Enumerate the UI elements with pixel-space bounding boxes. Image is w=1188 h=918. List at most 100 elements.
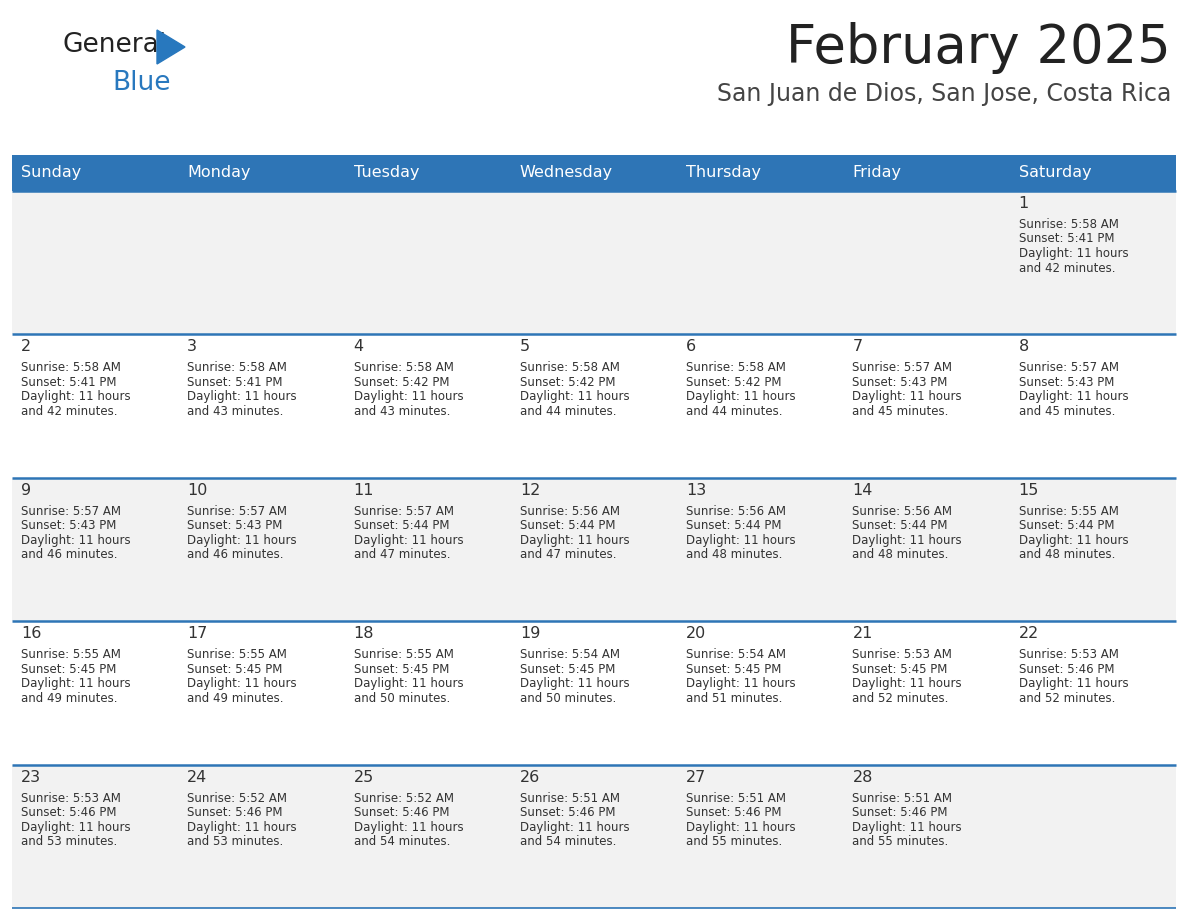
Text: Daylight: 11 hours: Daylight: 11 hours — [520, 677, 630, 690]
Text: Sunrise: 5:55 AM: Sunrise: 5:55 AM — [188, 648, 287, 661]
Text: Sunrise: 5:53 AM: Sunrise: 5:53 AM — [21, 791, 121, 804]
Text: and 51 minutes.: and 51 minutes. — [687, 691, 783, 705]
Text: Daylight: 11 hours: Daylight: 11 hours — [853, 821, 962, 834]
Text: 23: 23 — [21, 769, 42, 785]
Text: Daylight: 11 hours: Daylight: 11 hours — [853, 533, 962, 547]
Text: and 48 minutes.: and 48 minutes. — [853, 548, 949, 561]
Text: and 54 minutes.: and 54 minutes. — [520, 835, 617, 848]
Text: Daylight: 11 hours: Daylight: 11 hours — [520, 821, 630, 834]
Text: 8: 8 — [1019, 340, 1029, 354]
Text: 1: 1 — [1019, 196, 1029, 211]
Text: and 47 minutes.: and 47 minutes. — [354, 548, 450, 561]
Text: Sunday: Sunday — [21, 165, 81, 181]
Text: and 46 minutes.: and 46 minutes. — [21, 548, 118, 561]
Text: Daylight: 11 hours: Daylight: 11 hours — [687, 677, 796, 690]
Text: 17: 17 — [188, 626, 208, 641]
Text: Sunset: 5:46 PM: Sunset: 5:46 PM — [354, 806, 449, 819]
Text: 14: 14 — [853, 483, 873, 498]
Bar — [12, 621, 1176, 765]
Text: 18: 18 — [354, 626, 374, 641]
Text: Sunrise: 5:54 AM: Sunrise: 5:54 AM — [520, 648, 620, 661]
Text: Sunset: 5:42 PM: Sunset: 5:42 PM — [354, 375, 449, 389]
Text: Sunrise: 5:58 AM: Sunrise: 5:58 AM — [21, 362, 121, 375]
Bar — [843, 155, 1010, 191]
Text: Daylight: 11 hours: Daylight: 11 hours — [853, 677, 962, 690]
Text: Sunset: 5:44 PM: Sunset: 5:44 PM — [687, 520, 782, 532]
Text: and 49 minutes.: and 49 minutes. — [188, 691, 284, 705]
Text: Sunrise: 5:57 AM: Sunrise: 5:57 AM — [853, 362, 953, 375]
Text: Sunrise: 5:56 AM: Sunrise: 5:56 AM — [853, 505, 953, 518]
Text: Sunset: 5:46 PM: Sunset: 5:46 PM — [1019, 663, 1114, 676]
Text: and 42 minutes.: and 42 minutes. — [21, 405, 118, 418]
Text: Daylight: 11 hours: Daylight: 11 hours — [1019, 677, 1129, 690]
Text: Sunset: 5:42 PM: Sunset: 5:42 PM — [520, 375, 615, 389]
Text: 11: 11 — [354, 483, 374, 498]
Text: Sunset: 5:45 PM: Sunset: 5:45 PM — [853, 663, 948, 676]
Text: Daylight: 11 hours: Daylight: 11 hours — [188, 533, 297, 547]
Text: Sunrise: 5:51 AM: Sunrise: 5:51 AM — [520, 791, 620, 804]
Text: Sunset: 5:41 PM: Sunset: 5:41 PM — [188, 375, 283, 389]
Text: Sunset: 5:45 PM: Sunset: 5:45 PM — [354, 663, 449, 676]
Text: Daylight: 11 hours: Daylight: 11 hours — [21, 677, 131, 690]
Text: Sunrise: 5:51 AM: Sunrise: 5:51 AM — [853, 791, 953, 804]
Text: and 52 minutes.: and 52 minutes. — [1019, 691, 1116, 705]
Text: and 46 minutes.: and 46 minutes. — [188, 548, 284, 561]
Text: Sunrise: 5:51 AM: Sunrise: 5:51 AM — [687, 791, 786, 804]
Text: Daylight: 11 hours: Daylight: 11 hours — [354, 533, 463, 547]
Text: Sunrise: 5:57 AM: Sunrise: 5:57 AM — [1019, 362, 1119, 375]
Text: 27: 27 — [687, 769, 707, 785]
Text: 24: 24 — [188, 769, 208, 785]
Text: Sunset: 5:41 PM: Sunset: 5:41 PM — [1019, 232, 1114, 245]
Text: 21: 21 — [853, 626, 873, 641]
Text: 19: 19 — [520, 626, 541, 641]
Text: Sunset: 5:43 PM: Sunset: 5:43 PM — [21, 520, 116, 532]
Bar — [1010, 155, 1176, 191]
Text: Sunrise: 5:57 AM: Sunrise: 5:57 AM — [354, 505, 454, 518]
Text: Sunrise: 5:58 AM: Sunrise: 5:58 AM — [1019, 218, 1119, 231]
Bar — [12, 477, 1176, 621]
Text: Daylight: 11 hours: Daylight: 11 hours — [687, 533, 796, 547]
Text: 4: 4 — [354, 340, 364, 354]
Text: Sunrise: 5:58 AM: Sunrise: 5:58 AM — [687, 362, 786, 375]
Text: Saturday: Saturday — [1019, 165, 1092, 181]
Text: Daylight: 11 hours: Daylight: 11 hours — [687, 390, 796, 403]
Text: Sunset: 5:46 PM: Sunset: 5:46 PM — [21, 806, 116, 819]
Text: and 45 minutes.: and 45 minutes. — [853, 405, 949, 418]
Text: and 47 minutes.: and 47 minutes. — [520, 548, 617, 561]
Text: Sunrise: 5:56 AM: Sunrise: 5:56 AM — [520, 505, 620, 518]
Text: Daylight: 11 hours: Daylight: 11 hours — [1019, 247, 1129, 260]
Text: Sunrise: 5:58 AM: Sunrise: 5:58 AM — [520, 362, 620, 375]
Bar — [12, 334, 1176, 477]
Text: 20: 20 — [687, 626, 707, 641]
Text: and 55 minutes.: and 55 minutes. — [687, 835, 783, 848]
Text: Daylight: 11 hours: Daylight: 11 hours — [21, 821, 131, 834]
Text: Sunset: 5:43 PM: Sunset: 5:43 PM — [188, 520, 283, 532]
Text: Sunrise: 5:52 AM: Sunrise: 5:52 AM — [354, 791, 454, 804]
Text: Daylight: 11 hours: Daylight: 11 hours — [21, 533, 131, 547]
Text: Sunrise: 5:58 AM: Sunrise: 5:58 AM — [188, 362, 287, 375]
Text: 3: 3 — [188, 340, 197, 354]
Text: General: General — [62, 32, 166, 58]
Text: and 42 minutes.: and 42 minutes. — [1019, 262, 1116, 274]
Text: Sunset: 5:46 PM: Sunset: 5:46 PM — [520, 806, 615, 819]
Text: Sunrise: 5:53 AM: Sunrise: 5:53 AM — [1019, 648, 1119, 661]
Text: 10: 10 — [188, 483, 208, 498]
Text: Blue: Blue — [112, 70, 171, 96]
Text: and 50 minutes.: and 50 minutes. — [520, 691, 617, 705]
Text: 7: 7 — [853, 340, 862, 354]
Text: Sunrise: 5:55 AM: Sunrise: 5:55 AM — [354, 648, 454, 661]
Text: Daylight: 11 hours: Daylight: 11 hours — [354, 677, 463, 690]
Text: Daylight: 11 hours: Daylight: 11 hours — [520, 533, 630, 547]
Text: 12: 12 — [520, 483, 541, 498]
Text: Daylight: 11 hours: Daylight: 11 hours — [1019, 390, 1129, 403]
Text: Daylight: 11 hours: Daylight: 11 hours — [853, 390, 962, 403]
Text: Sunset: 5:45 PM: Sunset: 5:45 PM — [188, 663, 283, 676]
Text: Sunset: 5:41 PM: Sunset: 5:41 PM — [21, 375, 116, 389]
Text: Daylight: 11 hours: Daylight: 11 hours — [520, 390, 630, 403]
Text: Wednesday: Wednesday — [520, 165, 613, 181]
Bar — [178, 155, 345, 191]
Text: and 52 minutes.: and 52 minutes. — [853, 691, 949, 705]
Text: Sunrise: 5:58 AM: Sunrise: 5:58 AM — [354, 362, 454, 375]
Text: Monday: Monday — [188, 165, 251, 181]
Text: Daylight: 11 hours: Daylight: 11 hours — [1019, 533, 1129, 547]
